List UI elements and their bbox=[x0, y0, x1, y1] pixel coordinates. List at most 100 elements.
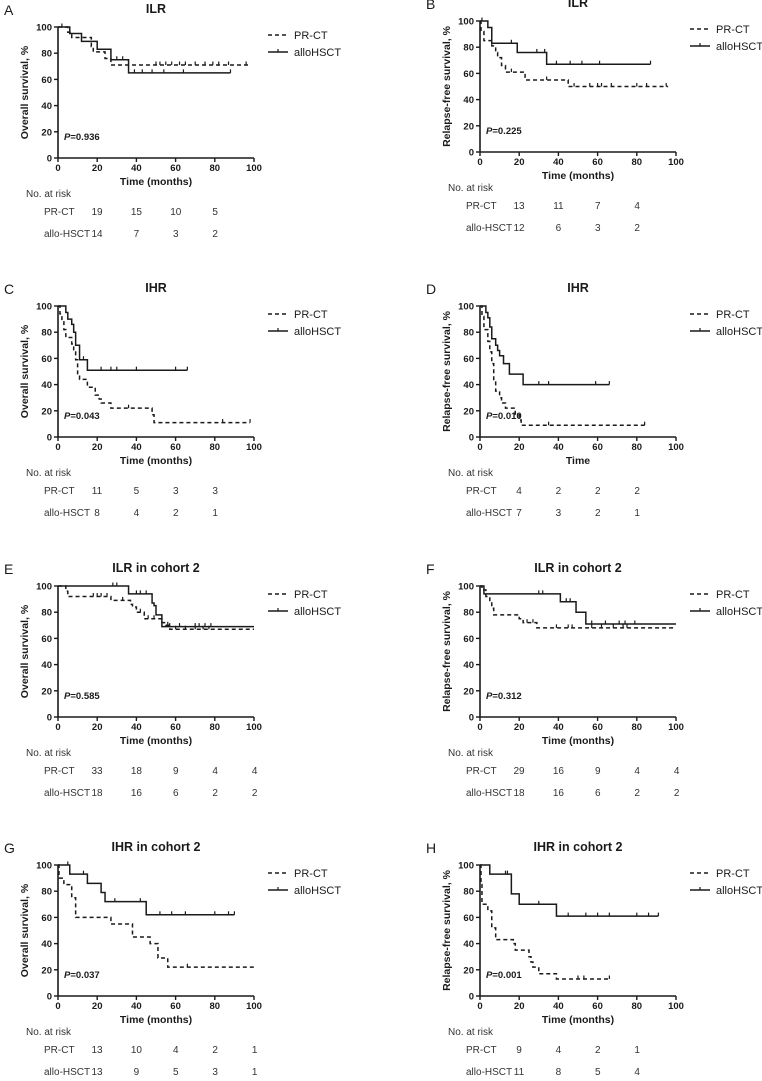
legend-allohsct: alloHSCT bbox=[294, 885, 341, 897]
x-tick-label: 100 bbox=[246, 163, 262, 174]
risk-count: 1 bbox=[634, 508, 640, 519]
risk-count: 4 bbox=[212, 766, 218, 777]
risk-count: 2 bbox=[634, 788, 640, 799]
legend-allohsct: alloHSCT bbox=[716, 326, 762, 338]
risk-count: 3 bbox=[173, 229, 179, 240]
x-tick-label: 40 bbox=[553, 1001, 564, 1012]
risk-count: 3 bbox=[173, 486, 179, 497]
x-tick-label: 60 bbox=[170, 1001, 181, 1012]
km-curve-pr-ct bbox=[480, 864, 610, 980]
x-tick-label: 80 bbox=[632, 442, 643, 453]
x-tick-label: 20 bbox=[92, 442, 103, 453]
x-tick-label: 80 bbox=[632, 1001, 643, 1012]
x-tick-label: 40 bbox=[131, 1001, 142, 1012]
risk-table-header: No. at risk bbox=[448, 1027, 494, 1038]
km-curve-pr-ct bbox=[480, 20, 669, 88]
risk-row-label: allo-HSCT bbox=[44, 229, 90, 240]
risk-table-header: No. at risk bbox=[26, 189, 72, 200]
risk-count: 8 bbox=[94, 508, 100, 519]
y-tick-label: 40 bbox=[41, 380, 52, 391]
panel-letter: H bbox=[426, 840, 436, 856]
p-value-number: =0.037 bbox=[70, 970, 99, 981]
x-tick-label: 40 bbox=[131, 722, 142, 733]
risk-count: 1 bbox=[634, 1045, 640, 1056]
p-label: P bbox=[64, 691, 71, 702]
chart-title: IHR bbox=[567, 281, 589, 295]
risk-table-header: No. at risk bbox=[448, 183, 494, 194]
p-value-number: =0.936 bbox=[70, 132, 99, 143]
x-axis-label: Time bbox=[566, 455, 590, 467]
risk-count: 2 bbox=[595, 1045, 601, 1056]
km-curve-pr-ct bbox=[58, 26, 249, 66]
risk-count: 2 bbox=[173, 508, 179, 519]
risk-count: 4 bbox=[173, 1045, 179, 1056]
y-tick-label: 40 bbox=[41, 660, 52, 671]
risk-count: 3 bbox=[556, 508, 562, 519]
x-tick-label: 0 bbox=[477, 722, 482, 733]
x-tick-label: 100 bbox=[668, 442, 684, 453]
y-tick-label: 20 bbox=[41, 965, 52, 976]
x-tick-label: 0 bbox=[477, 442, 482, 453]
y-tick-label: 0 bbox=[469, 992, 474, 1003]
km-curve-pr-ct bbox=[480, 305, 645, 426]
x-tick-label: 60 bbox=[592, 442, 603, 453]
km-curve-allohsct bbox=[58, 585, 254, 628]
p-label: P bbox=[64, 970, 71, 981]
risk-count: 3 bbox=[212, 486, 218, 497]
x-tick-label: 0 bbox=[55, 442, 60, 453]
p-label: P bbox=[486, 970, 493, 981]
y-tick-label: 40 bbox=[463, 660, 474, 671]
x-tick-label: 0 bbox=[477, 157, 482, 168]
x-tick-label: 100 bbox=[246, 722, 262, 733]
y-tick-label: 20 bbox=[41, 406, 52, 417]
risk-row-label: PR-CT bbox=[466, 486, 497, 497]
y-tick-label: 100 bbox=[458, 17, 474, 28]
risk-count: 2 bbox=[634, 486, 640, 497]
risk-count: 29 bbox=[513, 766, 525, 777]
risk-count: 6 bbox=[173, 788, 179, 799]
y-tick-label: 0 bbox=[469, 148, 474, 159]
x-tick-label: 80 bbox=[210, 163, 221, 174]
p-value: P=0.001 bbox=[486, 970, 522, 981]
risk-count: 7 bbox=[516, 508, 522, 519]
x-tick-label: 80 bbox=[210, 1001, 221, 1012]
risk-row-label: PR-CT bbox=[44, 766, 75, 777]
y-tick-label: 100 bbox=[458, 302, 474, 313]
risk-count: 4 bbox=[634, 201, 640, 212]
y-tick-label: 40 bbox=[463, 380, 474, 391]
risk-count: 10 bbox=[131, 1045, 143, 1056]
y-tick-label: 20 bbox=[463, 121, 474, 132]
x-tick-label: 40 bbox=[131, 442, 142, 453]
x-tick-label: 100 bbox=[668, 722, 684, 733]
risk-row-label: PR-CT bbox=[466, 766, 497, 777]
x-tick-label: 0 bbox=[55, 1001, 60, 1012]
y-axis-label: Overall survival, % bbox=[19, 883, 31, 977]
risk-count: 10 bbox=[170, 207, 182, 218]
x-tick-label: 60 bbox=[170, 442, 181, 453]
chart-title: ILR bbox=[146, 2, 166, 16]
y-tick-label: 0 bbox=[47, 992, 52, 1003]
km-curve-allohsct bbox=[58, 864, 235, 916]
y-axis-label: Overall survival, % bbox=[19, 324, 31, 418]
risk-row-label: allo-HSCT bbox=[466, 1067, 512, 1078]
panel-letter: E bbox=[4, 561, 13, 577]
risk-count: 13 bbox=[91, 1045, 103, 1056]
risk-row-label: allo-HSCT bbox=[44, 1067, 90, 1078]
risk-count: 16 bbox=[553, 788, 565, 799]
x-tick-label: 20 bbox=[514, 722, 525, 733]
legend-pr-ct: PR-CT bbox=[716, 589, 750, 601]
risk-count: 2 bbox=[595, 508, 601, 519]
y-axis-label: Overall survival, % bbox=[19, 604, 31, 698]
x-tick-label: 20 bbox=[92, 722, 103, 733]
p-value-number: =0.043 bbox=[70, 411, 99, 422]
risk-count: 3 bbox=[212, 1067, 218, 1078]
x-tick-label: 40 bbox=[553, 442, 564, 453]
risk-count: 6 bbox=[556, 223, 562, 234]
x-tick-label: 20 bbox=[92, 1001, 103, 1012]
km-curve-allohsct bbox=[58, 305, 188, 371]
x-tick-label: 40 bbox=[553, 722, 564, 733]
legend-pr-ct: PR-CT bbox=[716, 309, 750, 321]
y-axis-label: Overall survival, % bbox=[19, 45, 31, 139]
risk-count: 3 bbox=[595, 223, 601, 234]
